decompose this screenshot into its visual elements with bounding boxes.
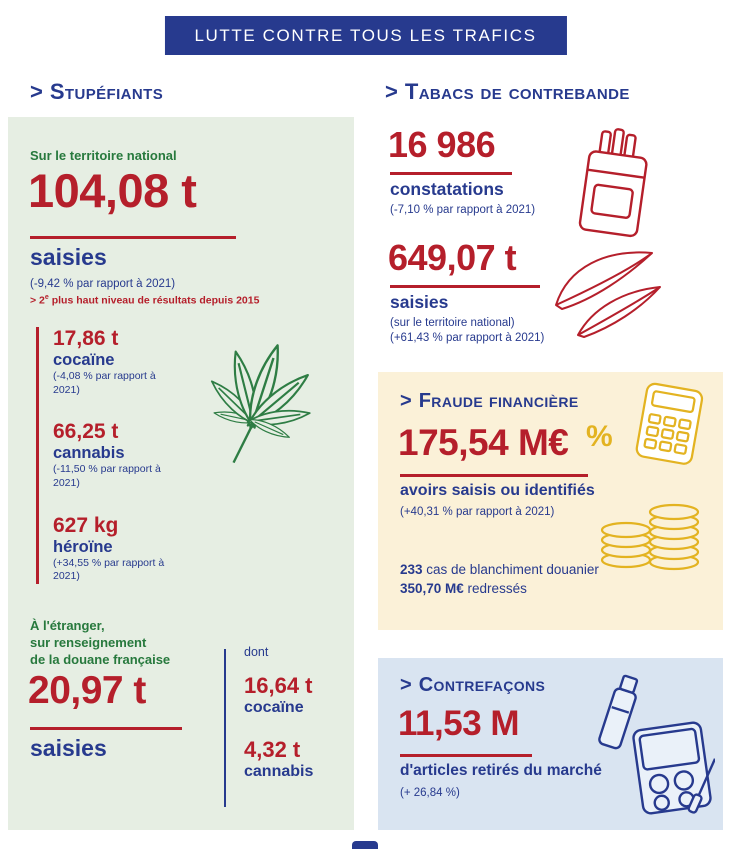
chevron-icon: > [400, 390, 412, 412]
drug-note: (+34,55 % par rapport à 2021) [53, 556, 165, 583]
tabacs-header: > Tabacs de contrebande [385, 79, 630, 105]
calculator-icon [635, 382, 704, 465]
contrefacons-value: 11,53 M [398, 704, 520, 743]
fraude-label: avoirs saisis ou identifiés [400, 482, 595, 499]
foreign-drug-value: 16,64 t [244, 673, 313, 698]
tabacs-saisies-label: saisies [390, 292, 449, 312]
tabacs-constat-label: constatations [390, 179, 504, 199]
redresse-text: redressés [463, 581, 527, 596]
cannabis-leaf-icon [206, 341, 314, 464]
tabacs-saisies-value: 649,07 t [388, 237, 517, 278]
drug-name: cocaïne [53, 351, 115, 369]
drug-note: (-4,08 % par rapport à 2021) [53, 370, 156, 396]
blanchiment-text: cas de blanchiment douanier [422, 562, 599, 577]
drug-name: héroïne [53, 537, 113, 556]
tabacs-title: Tabacs de contrebande [404, 79, 630, 104]
foreign-seizure-underline [30, 727, 182, 730]
drug-value: 66,25 t [53, 420, 119, 444]
stupefiants-header: > Stupéfiants [30, 79, 163, 105]
dont-label: dont [244, 645, 269, 659]
national-seizure-value: 104,08 t [28, 164, 197, 217]
blanchiment-line: 233 cas de blanchiment douanier [400, 562, 599, 577]
tabacs-saisies-note1: (sur le territoire national) [390, 317, 515, 329]
contrefacons-underline [400, 754, 532, 757]
tabacs-saisies-underline [390, 285, 540, 288]
stupefiants-title: Stupéfiants [49, 79, 164, 104]
coins-icon [600, 503, 700, 571]
drug-note: (-11,50 % par rapport à 2021) [53, 463, 161, 489]
drug-stat-item: 17,86 t cocaïne (-4,08 % par rapport à 2… [53, 327, 196, 397]
percent-icon: % [586, 420, 613, 453]
foreign-label-line3: de la douane française [30, 652, 171, 668]
foreign-seizure-value: 20,97 t [28, 669, 146, 712]
foreign-drug-name: cannabis [244, 763, 314, 780]
fraude-underline [400, 474, 588, 477]
foreign-seizure-label: saisies [30, 735, 107, 761]
fraude-title: Fraude financière [418, 390, 579, 412]
tabacs-saisies-note2: (+61,43 % par rapport à 2021) [390, 332, 545, 344]
chevron-icon: > [400, 674, 412, 696]
drug-stat-item: 66,25 t cannabis (-11,50 % par rapport à… [53, 420, 196, 490]
record-note-sup: e [44, 294, 49, 301]
foreign-drug-value: 4,32 t [244, 737, 301, 762]
contrefacons-panel: > Contrefaçons 11,53 M d'articles retirés… [378, 658, 723, 830]
national-seizure-label: saisies [30, 244, 107, 270]
tobacco-leaves-icon [555, 251, 661, 338]
chevron-icon: > [385, 79, 398, 104]
drug-name: cannabis [53, 444, 125, 463]
cigarette-pack-icon [578, 128, 648, 238]
tabacs-constat-value: 16 986 [388, 124, 496, 165]
redresse-line: 350,70 M€ redressés [400, 581, 527, 596]
contrefacons-title: Contrefaçons [418, 674, 546, 696]
redresse-amount: 350,70 M€ [400, 581, 464, 596]
page-banner-title: LUTTE CONTRE TOUS LES TRAFICS [194, 26, 537, 45]
fraude-header: > Fraude financière [400, 390, 579, 413]
contrefacons-header: > Contrefaçons [400, 674, 545, 697]
contrefacons-note: (+ 26,84 %) [400, 787, 460, 799]
blanchiment-count: 233 [400, 562, 423, 577]
tabacs-constat-note: (-7,10 % par rapport à 2021) [390, 204, 536, 216]
fraude-note: (+40,31 % par rapport à 2021) [400, 506, 555, 518]
foreign-divider [224, 649, 226, 807]
page-number-badge [352, 841, 378, 849]
stupefiants-panel: Sur le territoire national 104,08 t sais… [8, 117, 354, 830]
record-note: > 2e plus haut niveau de résultats depui… [30, 294, 259, 307]
foreign-label: À l'étranger, sur renseignement de la do… [30, 617, 170, 668]
foreign-label-line1: À l'étranger, [30, 618, 105, 633]
record-note-prefix: > 2 [30, 294, 45, 307]
drug-stat-item: 627 kg héroïne (+34,55 % par rapport à 2… [53, 514, 196, 584]
contrefacons-label: d'articles retirés du marché [400, 762, 602, 779]
cosmetics-icon [598, 674, 715, 815]
foreign-drug-name: cocaïne [244, 699, 304, 716]
record-note-rest: plus haut niveau de résultats depuis 201… [48, 294, 260, 307]
drug-value: 627 kg [53, 513, 119, 537]
seizure-underline [30, 236, 236, 239]
page-banner: LUTTE CONTRE TOUS LES TRAFICS [164, 16, 567, 55]
fraude-value: 175,54 M€ [398, 422, 569, 463]
tabacs-constat-underline [390, 172, 512, 175]
chevron-icon: > [30, 79, 43, 104]
fraude-panel: > Fraude financière 175,54 M€ avoirs sais… [378, 372, 723, 630]
drug-stats-list: 17,86 t cocaïne (-4,08 % par rapport à 2… [36, 327, 196, 584]
drug-value: 17,86 t [53, 327, 119, 350]
national-seizure-note: (-9,42 % par rapport à 2021) [30, 278, 176, 290]
national-territory-label: Sur le territoire national [30, 148, 177, 163]
foreign-breakdown: dont 16,64 t cocaïne 4,32 t cannabis [244, 645, 313, 801]
foreign-label-line2: sur renseignement [30, 635, 147, 651]
